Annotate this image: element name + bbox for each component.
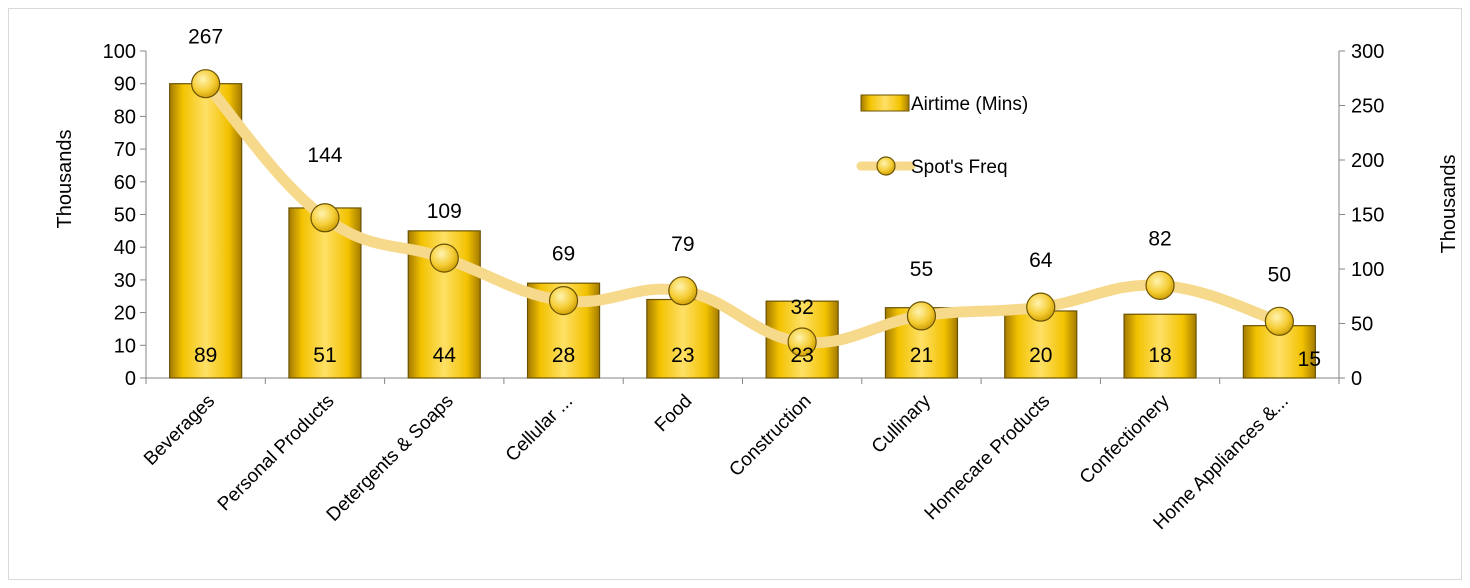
legend-swatch-airtime (861, 95, 909, 111)
left-tick-label: 40 (114, 237, 136, 259)
line-value-label: 32 (790, 296, 813, 319)
bar-value-label: 23 (790, 344, 813, 367)
line-value-label: 79 (671, 233, 694, 256)
right-tick-label: 300 (1351, 41, 1384, 63)
left-tick-label: 30 (114, 270, 136, 292)
line-value-label: 144 (307, 144, 342, 167)
left-tick-label: 0 (125, 368, 136, 390)
right-tick-label: 100 (1351, 259, 1384, 281)
left-tick-label: 70 (114, 139, 136, 161)
right-tick-label: 150 (1351, 205, 1384, 227)
left-tick-label: 60 (114, 172, 136, 194)
line-value-label: 64 (1029, 249, 1053, 272)
left-tick-label: 80 (114, 106, 136, 128)
chart-area: 0 10 20 30 40 50 60 70 80 90 100 0 50 100 150 200 250 300… (8, 8, 1462, 580)
x-category-label: Beverages (140, 391, 219, 470)
line-value-label: 69 (552, 243, 575, 266)
bar-value-label: 23 (671, 344, 694, 367)
marker-spots-freq (1146, 271, 1174, 299)
marker-spots-freq (1265, 307, 1293, 335)
x-category-label: Food (651, 391, 696, 436)
right-tick-label: 200 (1351, 150, 1384, 172)
chart-canvas: 0 10 20 30 40 50 60 70 80 90 100 0 50 100 150 200 250 300… (9, 9, 1463, 581)
bar-value-label: 21 (910, 344, 933, 367)
right-tick-label: 250 (1351, 96, 1384, 118)
bar-value-label: 20 (1029, 344, 1052, 367)
x-category-label: Cullinary (868, 390, 935, 457)
left-tick-label: 100 (103, 41, 136, 63)
line-value-label: 267 (188, 26, 223, 49)
right-tick-label: 50 (1351, 314, 1373, 336)
left-tick-label: 20 (114, 303, 136, 325)
marker-spots-freq (550, 287, 578, 315)
marker-spots-freq (1027, 293, 1055, 321)
x-category-label: Home Appliances &... (1150, 391, 1293, 534)
marker-spots-freq (192, 70, 220, 98)
line-value-label: 50 (1268, 263, 1291, 286)
legend-label-spots: Spot's Freq (911, 157, 1008, 178)
left-tick-label: 50 (114, 205, 136, 227)
bar-value-label: 15 (1298, 348, 1321, 371)
legend-label-airtime: Airtime (Mins) (911, 94, 1028, 115)
right-tick-label: 0 (1351, 368, 1362, 390)
bar-value-label: 18 (1148, 344, 1171, 367)
line-spots-freq (206, 84, 1280, 343)
left-tick-label: 90 (114, 74, 136, 96)
legend-swatch-spots-marker (877, 157, 895, 175)
bar-value-label: 44 (433, 344, 457, 367)
marker-spots-freq (669, 277, 697, 305)
x-category-label: Confectionery (1076, 390, 1174, 488)
line-value-label: 55 (910, 258, 933, 281)
marker-spots-freq (430, 244, 458, 272)
bar-value-label: 51 (313, 344, 336, 367)
left-axis-title: Thousands (54, 130, 76, 229)
legend: Airtime (Mins) Spot's Freq (861, 94, 1028, 178)
line-value-label: 109 (427, 200, 462, 223)
x-category-label: Personal Products (214, 391, 339, 516)
marker-spots-freq (907, 302, 935, 330)
x-category-label: Homecare Products (921, 391, 1055, 525)
marker-spots-freq (311, 204, 339, 232)
line-value-label: 82 (1148, 227, 1171, 250)
bar-value-label: 28 (552, 344, 575, 367)
left-tick-label: 10 (114, 335, 136, 357)
x-category-label: Cellular ... (502, 391, 577, 466)
x-category-label: Construction (725, 391, 815, 481)
x-category-label: Detergents & Soaps (323, 391, 458, 526)
bar-value-label: 89 (194, 344, 217, 367)
right-axis-title: Thousands (1438, 155, 1460, 254)
bar-airtime (170, 84, 242, 378)
